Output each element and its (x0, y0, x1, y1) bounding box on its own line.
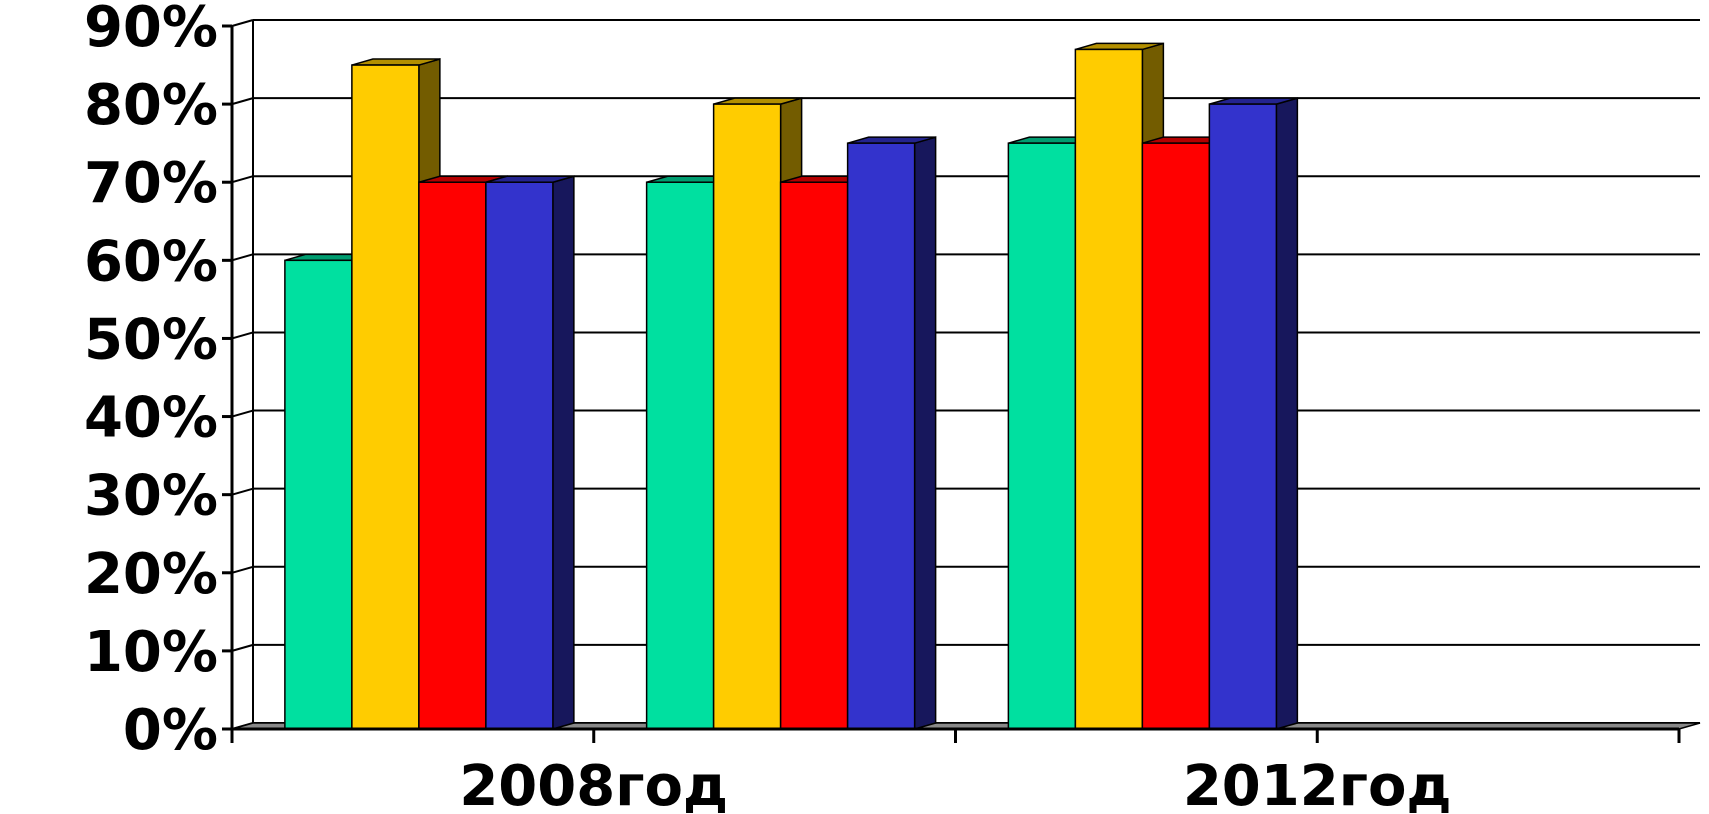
gridline-wall-connector (231, 97, 254, 106)
bar (1074, 48, 1144, 730)
bar (645, 181, 715, 730)
gridline-wall-connector (231, 175, 254, 184)
gridline-wall-connector (231, 409, 254, 418)
y-tick-label: 0% (123, 698, 218, 763)
y-tick-label: 20% (84, 542, 218, 607)
bar (284, 259, 353, 730)
y-tick-label: 80% (84, 73, 218, 138)
bar (1208, 103, 1278, 730)
bar (846, 142, 916, 730)
x-category-label: 2012год (1183, 754, 1452, 814)
bar-side (1275, 97, 1299, 730)
bar (712, 103, 782, 730)
bar (1007, 142, 1077, 730)
y-tick-label: 50% (84, 307, 218, 372)
gridline-wall-connector (231, 487, 254, 496)
bar-side (913, 136, 937, 730)
gridline-wall-connector (231, 331, 254, 340)
x-category-label: 2008год (459, 754, 728, 814)
bar-side (552, 175, 575, 730)
gridline-wall-connector (231, 19, 254, 27)
y-tick-label: 90% (84, 0, 218, 60)
bar (418, 181, 487, 730)
bar (485, 181, 554, 730)
bar (351, 64, 420, 730)
gridline-wall-connector (231, 253, 254, 262)
y-tick-label: 40% (84, 386, 218, 451)
bar (779, 181, 849, 730)
y-tick-label: 70% (84, 151, 218, 216)
y-tick-label: 30% (84, 464, 218, 529)
gridline-wall-connector (231, 565, 254, 574)
bars-layer (284, 42, 1299, 730)
y-tick-label: 10% (84, 620, 218, 685)
bar (1141, 142, 1211, 730)
gridline-wall-connector (231, 643, 254, 652)
labels-layer: 0% 10% 20% 30% 40% 50% 60% 70% 80% 90% 2008год 2012… (84, 0, 1452, 814)
y-tick-label: 60% (84, 229, 218, 294)
axis-layer (222, 24, 1681, 743)
